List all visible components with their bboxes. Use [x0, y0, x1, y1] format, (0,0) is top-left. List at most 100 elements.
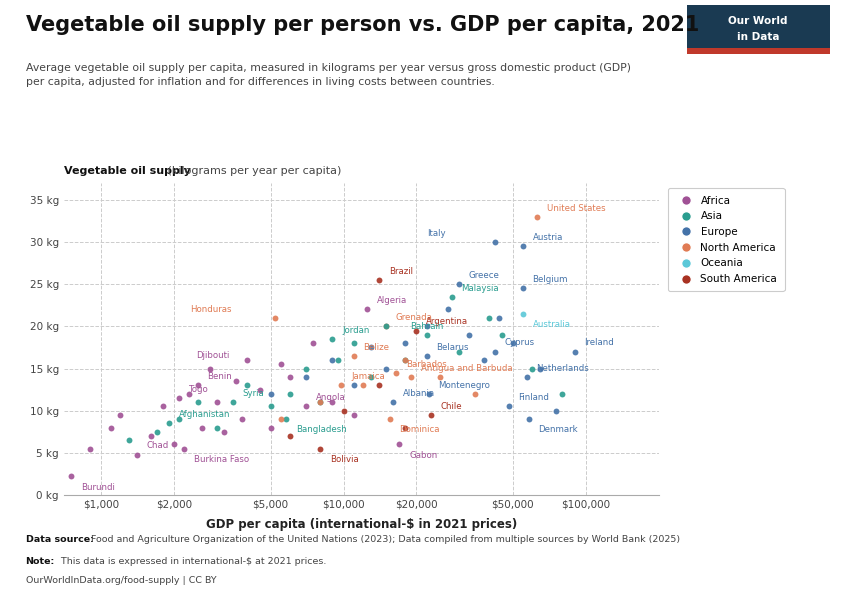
Point [365, 343, 378, 352]
Point [420, 330, 434, 340]
Text: Australia: Australia [533, 320, 570, 329]
Text: Vegetable oil supply per person vs. GDP per capita, 2021: Vegetable oil supply per person vs. GDP … [26, 15, 699, 35]
Point [495, 330, 508, 340]
Point [226, 397, 240, 407]
Point [488, 347, 502, 356]
Point [468, 389, 482, 398]
Point [365, 372, 378, 382]
Text: Albania: Albania [403, 389, 435, 398]
Point [122, 436, 136, 445]
Point [280, 415, 293, 424]
Point [422, 389, 436, 398]
Point [307, 338, 320, 348]
Point [516, 309, 530, 319]
Text: Grenada: Grenada [396, 313, 433, 322]
Text: Benin: Benin [207, 372, 232, 381]
Text: Italy: Italy [427, 229, 445, 238]
Text: Montenegro: Montenegro [439, 380, 490, 389]
Point [420, 351, 434, 361]
Point [360, 305, 374, 314]
Point [356, 380, 370, 390]
Point [530, 212, 544, 221]
Text: Netherlands: Netherlands [536, 364, 589, 373]
Point [162, 419, 176, 428]
Text: Argentina: Argentina [426, 317, 468, 326]
Point [230, 376, 243, 386]
Point [274, 359, 287, 369]
Text: Data source:: Data source: [26, 535, 94, 544]
Text: Syria: Syria [243, 389, 264, 398]
Point [424, 410, 438, 419]
Text: Vegetable oil supply: Vegetable oil supply [64, 166, 190, 176]
Point [283, 431, 297, 441]
Point [386, 397, 400, 407]
Text: OurWorldInData.org/food-supply | CC BY: OurWorldInData.org/food-supply | CC BY [26, 576, 216, 585]
Point [105, 423, 118, 433]
Point [347, 338, 360, 348]
Point [477, 355, 490, 365]
Point [549, 406, 563, 415]
Point [506, 338, 519, 348]
Point [283, 389, 297, 398]
Point [441, 305, 455, 314]
Point [434, 372, 447, 382]
Text: Burkina Faso: Burkina Faso [194, 455, 249, 464]
Point [347, 380, 360, 390]
Point [483, 313, 496, 323]
Text: Afghanistan: Afghanistan [178, 410, 230, 419]
Point [210, 397, 224, 407]
Point [420, 322, 434, 331]
Point [252, 385, 266, 394]
Text: Jordan: Jordan [343, 326, 370, 335]
Point [520, 372, 534, 382]
Text: Jamaica: Jamaica [351, 372, 385, 381]
Text: Angola: Angola [315, 393, 345, 402]
Point [264, 401, 277, 411]
Point [326, 355, 339, 365]
Text: Bahrain: Bahrain [410, 322, 443, 331]
Point [399, 355, 412, 365]
Point [452, 347, 466, 356]
Point [144, 431, 157, 441]
Point [178, 444, 191, 454]
Point [347, 410, 360, 419]
Point [556, 389, 570, 398]
Point [156, 401, 170, 411]
Text: Chile: Chile [441, 401, 462, 410]
Point [372, 275, 386, 285]
Point [167, 440, 181, 449]
Point [314, 444, 327, 454]
Point [502, 401, 515, 411]
Point [264, 423, 277, 433]
Point [525, 364, 539, 373]
Point [241, 355, 254, 365]
Point [217, 427, 230, 437]
Point [130, 450, 144, 460]
Point [83, 444, 97, 454]
Point [332, 355, 345, 365]
Point [568, 347, 581, 356]
Point [191, 380, 205, 390]
Point [173, 393, 186, 403]
Text: Our World: Our World [728, 16, 788, 26]
Point [299, 401, 313, 411]
Point [299, 372, 313, 382]
Text: in Data: in Data [737, 32, 779, 42]
Text: Cyprus: Cyprus [504, 338, 535, 347]
Point [264, 389, 277, 398]
Text: Barbados: Barbados [406, 359, 447, 368]
Point [410, 326, 423, 335]
Point [191, 397, 205, 407]
Text: Malaysia: Malaysia [462, 284, 499, 293]
Text: Bangladesh: Bangladesh [296, 425, 347, 434]
Text: Gabon: Gabon [409, 451, 437, 460]
Point [210, 423, 224, 433]
Text: Djibouti: Djibouti [196, 351, 230, 360]
Text: Dominica: Dominica [400, 425, 439, 434]
Point [314, 397, 327, 407]
Point [399, 338, 412, 348]
Point [379, 364, 393, 373]
Point [516, 241, 530, 251]
Point [314, 397, 327, 407]
Text: Austria: Austria [533, 233, 563, 242]
